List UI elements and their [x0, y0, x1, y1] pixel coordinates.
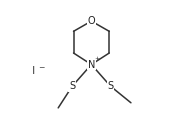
Text: S: S — [69, 81, 75, 91]
Text: O: O — [88, 16, 95, 26]
Text: S: S — [107, 81, 114, 91]
Text: +: + — [95, 56, 100, 61]
Text: I: I — [32, 66, 36, 76]
Text: −: − — [38, 63, 44, 72]
Text: N: N — [88, 59, 95, 70]
